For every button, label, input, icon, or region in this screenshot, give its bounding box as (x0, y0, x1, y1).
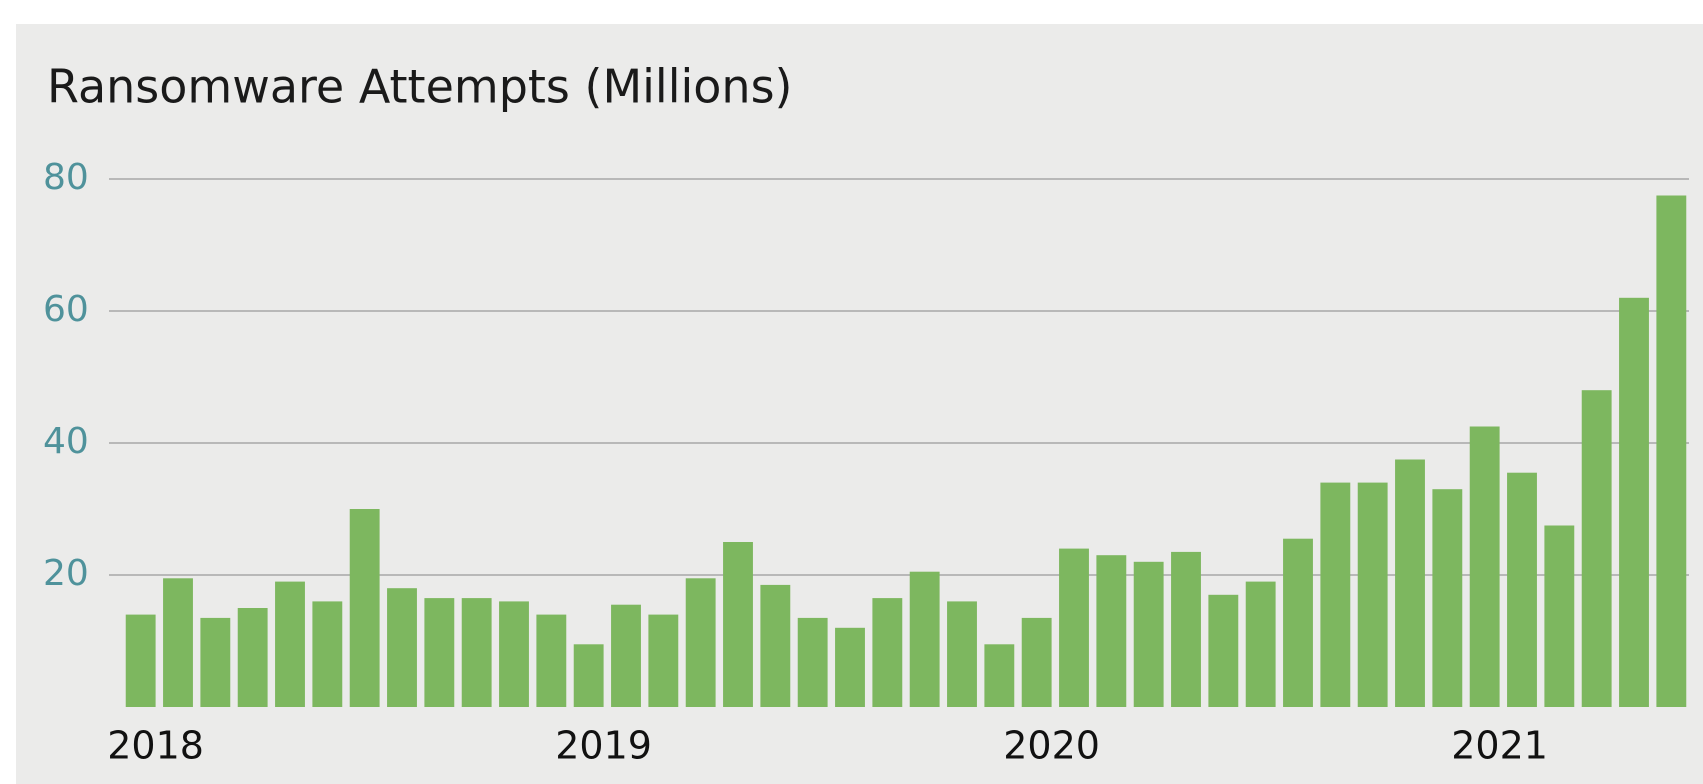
bar (312, 601, 343, 707)
y-tick-label: 80 (43, 157, 89, 198)
bar (125, 614, 156, 707)
bar (1133, 561, 1164, 707)
bar (611, 604, 641, 707)
bar (1096, 555, 1127, 707)
bar (1395, 459, 1425, 707)
bar (685, 578, 716, 707)
bar (760, 584, 791, 707)
bar (1171, 551, 1201, 707)
bar (424, 598, 455, 707)
bar (536, 614, 567, 707)
bar (909, 571, 940, 707)
bar (1581, 390, 1612, 707)
bar (835, 627, 865, 707)
bar (1320, 482, 1351, 707)
bar (1432, 489, 1463, 707)
bar (1619, 297, 1649, 707)
bar (648, 614, 679, 707)
x-tick-label: 2020 (1003, 724, 1100, 768)
bar (1021, 617, 1052, 707)
y-tick-label: 40 (43, 421, 89, 462)
bar (1208, 594, 1239, 707)
y-tick-label: 20 (43, 553, 89, 594)
bar (1507, 472, 1537, 707)
bar (984, 644, 1015, 707)
chart-title: Ransomware Attempts (Millions) (47, 60, 792, 114)
bar (1245, 581, 1276, 707)
x-tick-label: 2019 (555, 724, 652, 768)
bar (499, 601, 529, 707)
bar (275, 581, 305, 707)
x-tick-label: 2018 (107, 724, 204, 768)
bar (200, 617, 231, 707)
x-tick-label: 2021 (1451, 724, 1548, 768)
bar (461, 598, 492, 707)
bar (1059, 548, 1089, 707)
y-tick-label: 60 (43, 289, 89, 330)
bar (237, 608, 268, 707)
bar (1656, 195, 1687, 707)
bar (1357, 482, 1388, 707)
bar (723, 542, 753, 707)
bar (349, 509, 380, 707)
bar (797, 617, 828, 707)
bar (1283, 538, 1313, 707)
bar (872, 598, 903, 707)
bar (573, 644, 604, 707)
bar (387, 588, 417, 707)
bar (163, 578, 193, 707)
bar (1469, 426, 1500, 707)
bar (1544, 525, 1575, 707)
bar (947, 601, 977, 707)
